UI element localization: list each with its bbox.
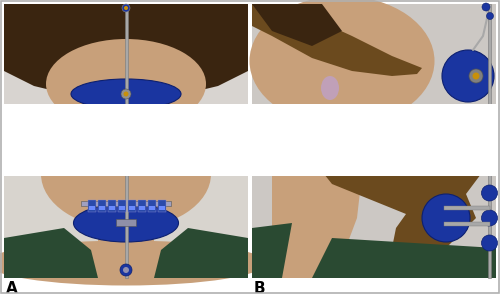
Bar bbox=[89, 206, 95, 210]
Polygon shape bbox=[252, 4, 342, 46]
Bar bbox=[252, 4, 496, 126]
Circle shape bbox=[122, 4, 130, 12]
Circle shape bbox=[482, 3, 490, 11]
Bar bbox=[252, 154, 496, 278]
Polygon shape bbox=[302, 154, 496, 278]
Bar bbox=[149, 206, 155, 210]
Bar bbox=[98, 198, 154, 268]
Circle shape bbox=[121, 89, 131, 99]
Bar bbox=[252, 104, 496, 126]
Bar bbox=[119, 206, 125, 210]
Ellipse shape bbox=[46, 39, 206, 129]
Polygon shape bbox=[154, 228, 248, 278]
Bar bbox=[4, 126, 248, 154]
Circle shape bbox=[486, 13, 494, 19]
Ellipse shape bbox=[71, 79, 181, 109]
Bar bbox=[4, 154, 248, 278]
Bar bbox=[252, 154, 496, 176]
Circle shape bbox=[472, 73, 480, 79]
Polygon shape bbox=[252, 4, 422, 76]
Bar bbox=[444, 222, 490, 226]
Bar bbox=[98, 200, 106, 212]
Polygon shape bbox=[4, 4, 248, 108]
Bar bbox=[252, 154, 496, 278]
Bar bbox=[158, 200, 166, 212]
Bar bbox=[108, 200, 116, 212]
Bar bbox=[99, 206, 105, 210]
Ellipse shape bbox=[250, 0, 434, 126]
Bar bbox=[138, 200, 146, 212]
Bar bbox=[124, 4, 128, 94]
Bar bbox=[4, 4, 248, 126]
Text: B: B bbox=[254, 281, 266, 294]
Polygon shape bbox=[312, 238, 496, 278]
Bar bbox=[252, 4, 496, 126]
Circle shape bbox=[482, 185, 498, 201]
Polygon shape bbox=[272, 154, 362, 278]
Bar bbox=[488, 154, 491, 278]
Circle shape bbox=[120, 264, 132, 276]
Bar bbox=[129, 206, 135, 210]
Bar bbox=[444, 206, 490, 210]
Bar bbox=[148, 200, 156, 212]
Bar bbox=[159, 206, 165, 210]
Bar bbox=[139, 206, 145, 210]
Bar bbox=[88, 200, 96, 212]
Bar bbox=[109, 206, 115, 210]
Bar bbox=[124, 94, 128, 126]
Circle shape bbox=[482, 210, 498, 226]
Circle shape bbox=[123, 267, 129, 273]
Polygon shape bbox=[4, 228, 98, 278]
Circle shape bbox=[442, 50, 494, 102]
Ellipse shape bbox=[41, 119, 211, 229]
Bar bbox=[252, 126, 496, 154]
Circle shape bbox=[422, 194, 470, 242]
Text: A: A bbox=[6, 281, 18, 294]
Polygon shape bbox=[252, 223, 292, 278]
Ellipse shape bbox=[0, 240, 266, 285]
Ellipse shape bbox=[321, 76, 339, 100]
Bar bbox=[4, 154, 248, 176]
Bar bbox=[4, 104, 248, 126]
Ellipse shape bbox=[74, 204, 178, 242]
Bar bbox=[488, 4, 491, 126]
Circle shape bbox=[124, 6, 128, 10]
Circle shape bbox=[469, 69, 483, 83]
Bar bbox=[118, 200, 126, 212]
Bar bbox=[124, 154, 128, 278]
Bar bbox=[81, 201, 171, 206]
Bar bbox=[128, 200, 136, 212]
Circle shape bbox=[482, 235, 498, 251]
Bar bbox=[116, 219, 136, 226]
Circle shape bbox=[124, 91, 128, 96]
Bar bbox=[4, 154, 248, 278]
